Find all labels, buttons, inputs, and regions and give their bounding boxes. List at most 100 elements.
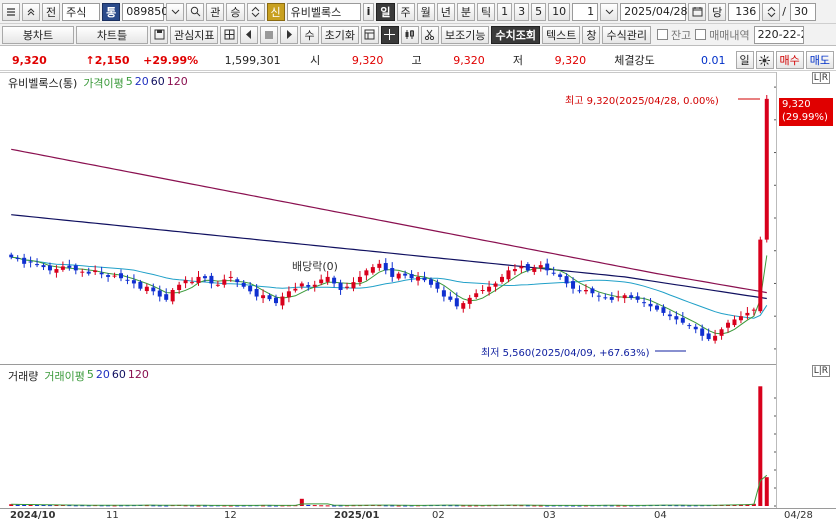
aux-function-button[interactable]: 보조기능 <box>440 25 490 44</box>
x-label-03: 03 <box>543 510 556 521</box>
date-input[interactable]: 2025/04/28 <box>620 2 688 21</box>
grid-icon[interactable] <box>220 25 239 44</box>
reset-button[interactable]: 초기화 <box>320 25 359 44</box>
chart-frame-button[interactable]: 차트틀 <box>76 25 148 44</box>
balance-label: 잔고 <box>670 28 692 42</box>
legend-ma60: 60 <box>150 75 165 88</box>
legend-vma120: 120 <box>127 368 149 381</box>
legend-vma60: 60 <box>111 368 126 381</box>
x-label-11: 11 <box>106 510 119 521</box>
price-legend: 유비벨록스(통) 가격이평 5 20 60 120 <box>8 75 188 91</box>
volume-value: 1,599,301 <box>224 53 281 67</box>
collapse-up-icon[interactable] <box>22 2 40 21</box>
type-badge[interactable]: 통 <box>102 2 121 21</box>
total-input[interactable]: 30 <box>790 2 816 21</box>
low-annotation: 최저 5,560(2025/04/09, +67.63%) <box>481 348 650 359</box>
stop-icon[interactable] <box>260 25 279 44</box>
approve-button[interactable]: 승 <box>226 2 245 21</box>
minute-1-button[interactable]: 1 <box>497 2 513 21</box>
volume-legend: 거래량 거래이평 5 20 60 120 <box>8 368 149 384</box>
count-slash: / <box>782 5 786 18</box>
watch-button[interactable]: 관 <box>206 2 225 21</box>
market-select[interactable]: 주식 <box>62 2 101 21</box>
num-button[interactable]: 수 <box>300 25 319 44</box>
x-label-04: 04 <box>654 510 667 521</box>
strength-value: 0.01 <box>701 53 726 67</box>
save-icon[interactable] <box>150 25 168 44</box>
open-label: 시 <box>310 54 321 67</box>
indicator-button[interactable]: 관심지표 <box>170 25 219 44</box>
current-price-tag-pct: (29.99%) <box>782 112 828 123</box>
price-change: ↑2,150 <box>85 53 130 67</box>
legend-volume-ma: 거래이평 <box>44 370 85 383</box>
interval-dropdown-icon[interactable] <box>600 2 619 21</box>
count-input[interactable]: 136 <box>728 2 761 21</box>
legend-vma5: 5 <box>86 368 94 381</box>
low-label: 저 <box>512 54 523 67</box>
calendar-icon[interactable] <box>688 2 707 21</box>
code-dropdown-icon[interactable] <box>166 2 185 21</box>
strength-label: 체결강도 <box>614 54 655 67</box>
period-minute-tab[interactable]: 분 <box>456 2 476 21</box>
stepper-icon[interactable] <box>246 2 265 21</box>
buy-button[interactable]: 매수 <box>775 51 804 69</box>
high-label: 고 <box>411 54 422 67</box>
stock-name-field[interactable]: 유비벨록스 <box>286 2 361 21</box>
period-day-tab[interactable]: 일 <box>376 2 395 21</box>
period-day-button[interactable]: 일 <box>735 51 754 69</box>
candle-icon[interactable] <box>400 25 419 44</box>
dividend-annotation: 배당락(0) <box>292 260 338 273</box>
minute-3-button[interactable]: 3 <box>514 2 530 21</box>
price-panel: 유비벨록스(통) 가격이평 5 20 60 120 <box>0 72 836 364</box>
today-button[interactable]: 당 <box>708 2 727 21</box>
crosshair-icon[interactable] <box>380 25 399 44</box>
x-label-2025-01: 2025/01 <box>334 510 380 521</box>
toolbar-top: 전 주식 통 089850 관 승 신 유비벨록스 i 일 주 월 년 분 틱 … <box>0 0 836 24</box>
low-value: 9,320 <box>554 53 587 67</box>
candle-chart-button[interactable]: 봉차트 <box>2 25 74 44</box>
minute-10-button[interactable]: 10 <box>548 2 571 21</box>
count-stepper-icon[interactable] <box>762 2 781 21</box>
current-price-tag: 9,320 (29.99%) <box>779 98 833 126</box>
next-icon[interactable] <box>280 25 299 44</box>
toolbar-second: 봉차트 차트틀 관심지표 수 초기화 보조기능 수치조회 텍스트 창 수식관리 … <box>0 24 836 46</box>
trade-history-checkbox[interactable] <box>695 29 707 40</box>
all-button[interactable]: 전 <box>42 2 61 21</box>
value-search-button[interactable]: 수치조회 <box>491 25 540 44</box>
credit-badge: 신 <box>266 2 285 21</box>
menu-icon[interactable] <box>2 2 20 21</box>
balance-checkbox[interactable] <box>656 29 668 40</box>
chart-frame-label: 차트틀 <box>96 28 128 42</box>
info-button[interactable]: i <box>362 2 375 21</box>
candle-chart-label: 봉차트 <box>22 28 54 42</box>
volume-y-axis: L|R <box>776 364 836 508</box>
legend-vma20: 20 <box>95 368 110 381</box>
interval-input[interactable]: 1 <box>572 2 599 21</box>
trade-history-label: 매매내역 <box>709 28 750 42</box>
text-button[interactable]: 텍스트 <box>541 25 581 44</box>
window-button[interactable]: 창 <box>582 25 601 44</box>
legend-price-ma: 가격이평 <box>83 77 124 90</box>
formula-button[interactable]: 수식관리 <box>602 25 651 44</box>
period-tick-tab[interactable]: 틱 <box>477 2 496 21</box>
layout-icon[interactable] <box>360 25 379 44</box>
account-input[interactable]: 220-22-2 <box>753 25 804 44</box>
volume-lr-label: L|R <box>811 365 830 377</box>
minute-5-button[interactable]: 5 <box>531 2 547 21</box>
settings-icon[interactable] <box>755 51 774 69</box>
stock-code-input[interactable]: 089850 <box>122 2 168 21</box>
price-change-pct: +29.99% <box>143 53 199 67</box>
prev-icon[interactable] <box>240 25 259 44</box>
sell-button[interactable]: 매도 <box>805 51 835 69</box>
period-month-tab[interactable]: 월 <box>416 2 435 21</box>
scissors-icon[interactable] <box>420 25 439 44</box>
quote-bar: 9,320 ↑2,150 +29.99% 1,599,301 시 9,320 고… <box>0 50 836 71</box>
legend-volume-name: 거래량 <box>8 370 39 383</box>
legend-ma20: 20 <box>134 75 149 88</box>
x-label-right-date: 04/28 <box>784 510 813 521</box>
x-axis <box>0 508 836 523</box>
search-icon[interactable] <box>186 2 205 21</box>
open-value: 9,320 <box>351 53 384 67</box>
period-week-tab[interactable]: 주 <box>396 2 415 21</box>
period-year-tab[interactable]: 년 <box>436 2 455 21</box>
